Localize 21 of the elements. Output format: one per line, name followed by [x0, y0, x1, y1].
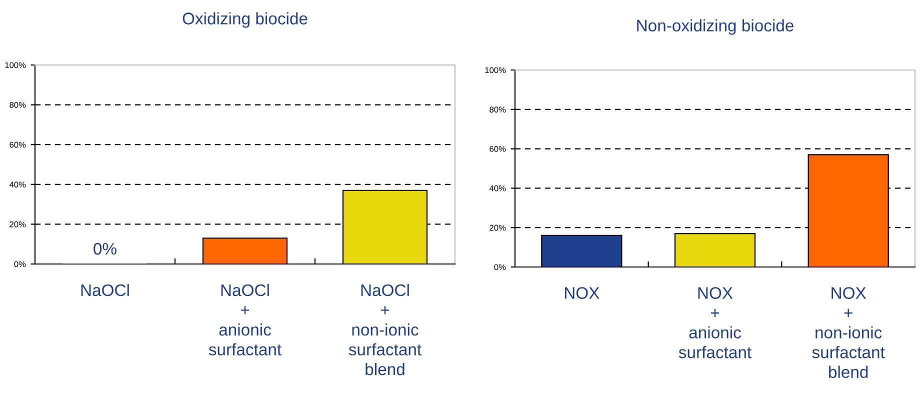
y-tick-label: 60%	[490, 146, 506, 152]
y-tick-label: 20%	[490, 224, 506, 231]
x-tick-label: NaOCl + anionic surfactant	[208, 284, 282, 356]
y-tick-label: 0%	[494, 264, 506, 270]
y-tick-label: 40%	[9, 182, 26, 188]
y-tick-label: 20%	[10, 221, 26, 228]
y-tick-label: 60%	[10, 142, 26, 148]
y-tick-label: 0%	[14, 261, 26, 268]
y-tick-label: 40%	[489, 185, 506, 192]
chart-title: Non-oxidizing biocide	[637, 19, 794, 35]
x-tick-label: NOX	[564, 287, 600, 299]
y-tick-label: 80%	[10, 102, 26, 108]
x-tick-label: NaOCl + non-ionic surfactant blend	[348, 284, 422, 376]
x-tick-label: NOX + non-ionic surfactant blend	[812, 287, 885, 378]
data-label: 0%	[94, 242, 116, 255]
chart-title: Oxidizing biocide	[182, 12, 308, 28]
x-tick-label: NOX + anionic surfactant	[678, 287, 752, 358]
y-tick-label: 80%	[490, 106, 506, 112]
x-tick-label: NaOCl	[81, 284, 129, 296]
y-tick-label: 100%	[485, 67, 506, 74]
y-tick-label: 100%	[5, 62, 26, 68]
